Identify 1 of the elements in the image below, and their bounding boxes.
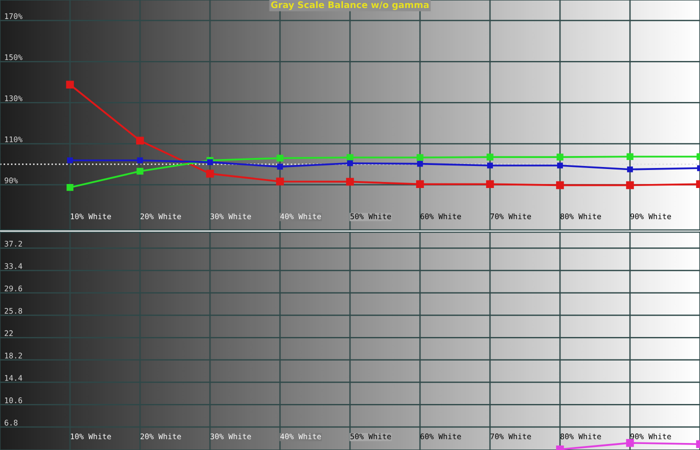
chart-title: Gray Scale Balance w/o gamma <box>271 1 429 10</box>
